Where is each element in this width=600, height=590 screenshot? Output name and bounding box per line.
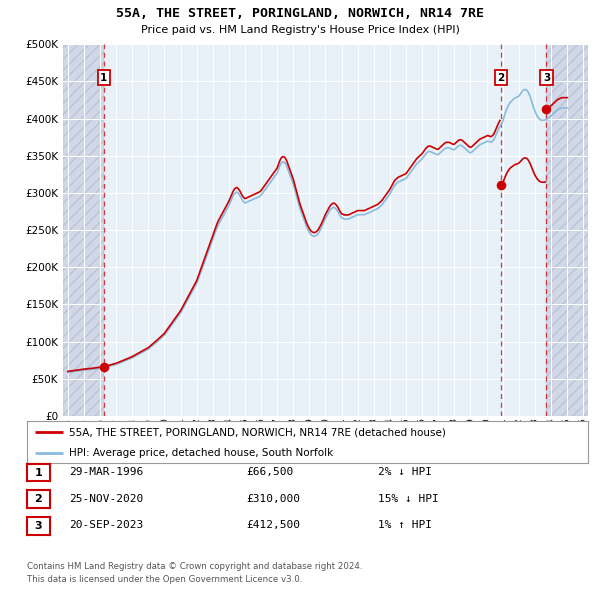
Text: 55A, THE STREET, PORINGLAND, NORWICH, NR14 7RE (detached house): 55A, THE STREET, PORINGLAND, NORWICH, NR…	[69, 427, 446, 437]
Text: 1: 1	[35, 468, 42, 477]
Text: 20-SEP-2023: 20-SEP-2023	[69, 520, 143, 530]
Text: 55A, THE STREET, PORINGLAND, NORWICH, NR14 7RE: 55A, THE STREET, PORINGLAND, NORWICH, NR…	[116, 7, 484, 20]
Text: 2: 2	[497, 73, 505, 83]
Text: 2% ↓ HPI: 2% ↓ HPI	[378, 467, 432, 477]
Text: Contains HM Land Registry data © Crown copyright and database right 2024.: Contains HM Land Registry data © Crown c…	[27, 562, 362, 571]
Text: 3: 3	[543, 73, 550, 83]
Point	[542, 104, 551, 114]
Text: 15% ↓ HPI: 15% ↓ HPI	[378, 494, 439, 503]
Text: 3: 3	[35, 521, 42, 530]
Text: £66,500: £66,500	[246, 467, 293, 477]
Text: 29-MAR-1996: 29-MAR-1996	[69, 467, 143, 477]
Bar	[63, 44, 104, 416]
Text: £412,500: £412,500	[246, 520, 300, 530]
Point	[496, 181, 506, 190]
Text: 2: 2	[35, 494, 42, 504]
Text: 25-NOV-2020: 25-NOV-2020	[69, 494, 143, 503]
Text: This data is licensed under the Open Government Licence v3.0.: This data is licensed under the Open Gov…	[27, 575, 302, 584]
Bar	[547, 44, 588, 416]
Bar	[63, 44, 104, 416]
Bar	[547, 44, 588, 416]
Text: £310,000: £310,000	[246, 494, 300, 503]
Text: 1: 1	[100, 73, 107, 83]
Text: HPI: Average price, detached house, South Norfolk: HPI: Average price, detached house, Sout…	[69, 448, 334, 457]
Point	[99, 362, 109, 371]
Text: 1% ↑ HPI: 1% ↑ HPI	[378, 520, 432, 530]
Text: Price paid vs. HM Land Registry's House Price Index (HPI): Price paid vs. HM Land Registry's House …	[140, 25, 460, 35]
